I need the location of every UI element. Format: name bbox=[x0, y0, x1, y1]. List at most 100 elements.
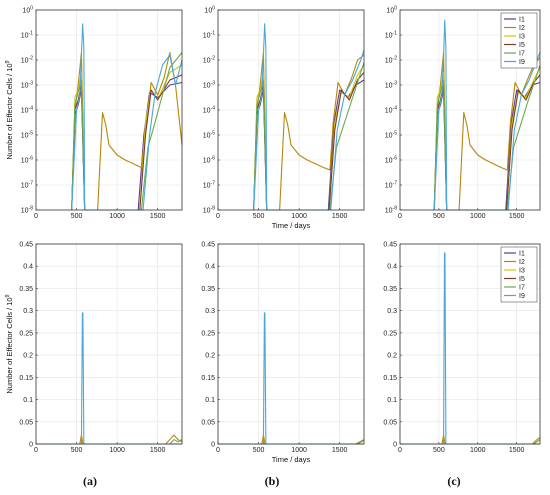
y-tick-label: 0.3 bbox=[23, 308, 33, 315]
legend-label-i3: I3 bbox=[519, 268, 525, 275]
plot-area bbox=[36, 244, 182, 444]
y-tick-label: 0.15 bbox=[19, 375, 33, 382]
legend-label-i9: I9 bbox=[519, 293, 525, 300]
y-tick-label: 10-5 bbox=[203, 131, 215, 140]
y-tick-label: 10-8 bbox=[203, 206, 215, 215]
axes-frame bbox=[399, 243, 541, 445]
x-tick-label: 1000 bbox=[291, 213, 307, 220]
y-tick-label: 0.4 bbox=[387, 264, 397, 271]
panel-label-b: (b) bbox=[264, 474, 280, 488]
x-tick-label: 1000 bbox=[109, 447, 125, 454]
x-tick-label: 0 bbox=[34, 447, 38, 454]
y-tick-label: 10-3 bbox=[385, 81, 397, 90]
y-tick-label: 0.2 bbox=[205, 353, 215, 360]
y-tick-label: 0.1 bbox=[205, 397, 215, 404]
x-tick-label: 1500 bbox=[150, 447, 166, 454]
y-tick-label: 10-4 bbox=[385, 106, 397, 115]
x-tick-label: 1000 bbox=[291, 447, 307, 454]
x-tick-label: 500 bbox=[433, 213, 445, 220]
x-tick-label: 500 bbox=[71, 213, 83, 220]
y-tick-label: 0.45 bbox=[201, 242, 215, 249]
legend-label-i7: I7 bbox=[519, 51, 525, 58]
x-tick-label: 1500 bbox=[332, 213, 348, 220]
x-tick-label: 1500 bbox=[332, 447, 348, 454]
legend-label-i1: I1 bbox=[519, 17, 525, 24]
y-tick-label: 0.05 bbox=[201, 419, 215, 426]
y-tick-label: 0.25 bbox=[383, 330, 397, 337]
x-tick-label: 0 bbox=[34, 213, 38, 220]
y-tick-label: 10-7 bbox=[385, 181, 397, 190]
x-tick-label: 1000 bbox=[109, 213, 125, 220]
x-tick-label: 0 bbox=[216, 213, 220, 220]
y-tick-label: 0.05 bbox=[19, 419, 33, 426]
y-tick-label: 0.4 bbox=[23, 264, 33, 271]
x-tick-label: 0 bbox=[398, 213, 402, 220]
chart-panel-3: 0 500 1000 1500 10-8 10-7 10-6 10-5 10-4 10-3 10-2… bbox=[385, 6, 541, 220]
chart-panel-5: 0 500 1000 1500 0 0.05 0.1 0.15 0.2 0.25 0.3 0.35 0.… bbox=[201, 242, 365, 464]
x-tick-label: 500 bbox=[253, 213, 265, 220]
y-tick-label: 0 bbox=[211, 442, 215, 449]
y-tick-label: 10-1 bbox=[203, 31, 215, 40]
x-tick-label: 0 bbox=[398, 447, 402, 454]
y-tick-label: 10-2 bbox=[385, 56, 397, 65]
y-tick-label: 10-5 bbox=[385, 131, 397, 140]
y-tick-label: 0.15 bbox=[383, 375, 397, 382]
x-tick-label: 500 bbox=[71, 447, 83, 454]
y-tick-label: 0.35 bbox=[383, 286, 397, 293]
chart-panel-6: 0 500 1000 1500 0 0.05 0.1 0.15 0.2 0.25 0.3 0.35 0.… bbox=[383, 242, 541, 454]
legend-label-i1: I1 bbox=[519, 251, 525, 258]
y-tick-label: 10-1 bbox=[385, 31, 397, 40]
y-tick-label: 0.2 bbox=[23, 353, 33, 360]
axes-frame bbox=[35, 243, 183, 445]
x-axis-label: Time / days bbox=[272, 221, 311, 230]
chart-panel-2: 0 500 1000 1500 10-8 10-7 10-6 10-5 10-4 10-3 10-2… bbox=[203, 6, 365, 230]
y-tick-label: 0.45 bbox=[19, 242, 33, 249]
y-tick-label: 100 bbox=[22, 6, 33, 15]
y-tick-label: 0.45 bbox=[383, 242, 397, 249]
panel-label-a: (a) bbox=[83, 474, 97, 488]
y-tick-label: 0.2 bbox=[387, 353, 397, 360]
axes-frame bbox=[217, 243, 365, 445]
x-axis-label: Time / days bbox=[272, 455, 311, 464]
y-tick-label: 10-6 bbox=[21, 156, 33, 165]
y-tick-label: 10-8 bbox=[21, 206, 33, 215]
y-tick-label: 10-3 bbox=[21, 81, 33, 90]
legend-box bbox=[500, 12, 538, 69]
y-tick-label: 10-2 bbox=[21, 56, 33, 65]
y-tick-label: 10-5 bbox=[21, 131, 33, 140]
y-tick-label: 0.05 bbox=[383, 419, 397, 426]
x-tick-label: 0 bbox=[216, 447, 220, 454]
panel-label-c: (c) bbox=[447, 474, 461, 488]
y-tick-label: 0.25 bbox=[201, 330, 215, 337]
y-tick-label: 100 bbox=[386, 6, 397, 15]
x-tick-label: 1500 bbox=[509, 447, 525, 454]
x-tick-label: 1500 bbox=[150, 213, 166, 220]
y-tick-label: 10-4 bbox=[21, 106, 33, 115]
x-tick-label: 1500 bbox=[509, 213, 525, 220]
y-tick-label: 10-8 bbox=[385, 206, 397, 215]
y-axis-label: Number of Effector Cells / 109 bbox=[5, 294, 14, 393]
y-tick-label: 0.35 bbox=[201, 286, 215, 293]
y-tick-label: 0.15 bbox=[201, 375, 215, 382]
y-axis-label: Number of Effector Cells / 109 bbox=[5, 60, 14, 159]
y-tick-label: 0.25 bbox=[19, 330, 33, 337]
x-tick-label: 500 bbox=[433, 447, 445, 454]
legend-label-i7: I7 bbox=[519, 285, 525, 292]
y-tick-label: 10-4 bbox=[203, 106, 215, 115]
y-tick-label: 0.3 bbox=[205, 308, 215, 315]
y-tick-label: 10-3 bbox=[203, 81, 215, 90]
legend-label-i9: I9 bbox=[519, 59, 525, 66]
y-tick-label: 0.1 bbox=[23, 397, 33, 404]
y-tick-label: 0 bbox=[393, 442, 397, 449]
chart-panel-1: 0 500 1000 1500 10-8 10-7 10-6 10-5 10-4 10-3 10-2… bbox=[5, 6, 183, 220]
legend-label-i3: I3 bbox=[519, 34, 525, 41]
legend-label-i5: I5 bbox=[519, 276, 525, 283]
x-tick-label: 1000 bbox=[470, 447, 486, 454]
y-tick-label: 0.1 bbox=[387, 397, 397, 404]
legend-box bbox=[500, 246, 538, 303]
legend-label-i5: I5 bbox=[519, 42, 525, 49]
y-tick-label: 10-6 bbox=[203, 156, 215, 165]
